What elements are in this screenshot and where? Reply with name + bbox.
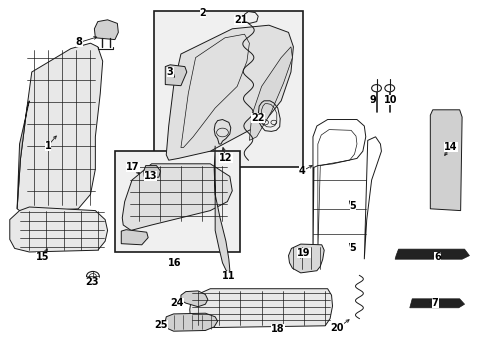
Bar — [154, 11, 303, 167]
Bar — [115, 151, 239, 252]
Text: 4: 4 — [298, 166, 305, 176]
Text: 6: 6 — [433, 252, 440, 262]
Text: 9: 9 — [368, 95, 375, 105]
Polygon shape — [249, 47, 292, 140]
Text: 3: 3 — [166, 67, 173, 77]
Text: 1: 1 — [44, 141, 51, 151]
Polygon shape — [288, 244, 324, 273]
Text: 8: 8 — [76, 37, 82, 48]
Text: 16: 16 — [168, 258, 182, 268]
Polygon shape — [121, 230, 148, 245]
Text: 12: 12 — [219, 153, 232, 163]
Text: 5: 5 — [349, 201, 356, 211]
Text: 24: 24 — [170, 298, 183, 308]
Polygon shape — [122, 164, 232, 230]
Text: 23: 23 — [85, 276, 99, 287]
Text: 11: 11 — [222, 271, 235, 282]
Polygon shape — [214, 146, 229, 274]
Polygon shape — [165, 65, 186, 86]
Polygon shape — [17, 101, 29, 209]
Polygon shape — [10, 207, 107, 252]
Text: 19: 19 — [297, 248, 310, 258]
Polygon shape — [17, 43, 102, 212]
Circle shape — [86, 271, 99, 281]
Polygon shape — [143, 166, 160, 178]
Text: 10: 10 — [383, 95, 396, 105]
Text: 15: 15 — [36, 252, 50, 262]
Polygon shape — [165, 313, 217, 331]
Polygon shape — [429, 110, 461, 211]
Polygon shape — [189, 289, 332, 328]
Text: 22: 22 — [251, 113, 264, 123]
Polygon shape — [394, 249, 468, 259]
Polygon shape — [94, 20, 118, 40]
Text: 2: 2 — [199, 8, 206, 18]
Polygon shape — [181, 291, 207, 307]
Text: 14: 14 — [443, 142, 457, 152]
Circle shape — [384, 85, 394, 92]
Text: 18: 18 — [270, 324, 284, 334]
Text: 17: 17 — [126, 162, 140, 172]
Text: 7: 7 — [431, 298, 438, 308]
Text: 20: 20 — [330, 323, 344, 333]
Polygon shape — [409, 299, 464, 308]
Text: 21: 21 — [233, 15, 247, 25]
Text: 5: 5 — [349, 243, 356, 253]
Polygon shape — [166, 25, 293, 160]
Text: 13: 13 — [143, 171, 157, 181]
Text: 25: 25 — [154, 320, 168, 330]
Circle shape — [371, 85, 381, 92]
